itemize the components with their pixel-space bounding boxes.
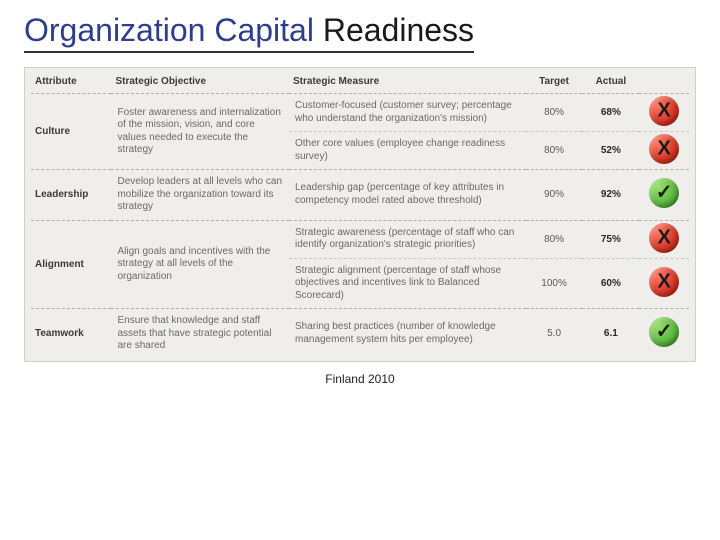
actual-cell: 52%: [582, 132, 639, 170]
status-cell: X: [639, 258, 689, 309]
objective-cell: Align goals and incentives with the stra…: [111, 220, 289, 309]
status-glyph: X: [657, 271, 670, 291]
status-glyph: ✓: [656, 183, 673, 203]
measure-cell: Strategic awareness (percentage of staff…: [289, 220, 526, 258]
col-status: [639, 72, 689, 94]
title-part-2: Readiness: [323, 12, 474, 48]
target-cell: 90%: [526, 170, 583, 221]
target-cell: 5.0: [526, 309, 583, 359]
x-icon: X: [649, 134, 679, 164]
target-cell: 100%: [526, 258, 583, 309]
status-glyph: ✓: [656, 322, 673, 342]
measure-cell: Sharing best practices (number of knowle…: [289, 309, 526, 359]
attribute-cell: Culture: [31, 94, 111, 170]
target-cell: 80%: [526, 94, 583, 132]
measure-cell: Leadership gap (percentage of key attrib…: [289, 170, 526, 221]
readiness-table-container: Attribute Strategic Objective Strategic …: [24, 67, 696, 362]
x-icon: X: [649, 267, 679, 297]
measure-cell: Customer-focused (customer survey; perce…: [289, 94, 526, 132]
x-icon: X: [649, 96, 679, 126]
target-cell: 80%: [526, 220, 583, 258]
table-body: CultureFoster awareness and internalizat…: [31, 94, 689, 359]
table-row: CultureFoster awareness and internalizat…: [31, 94, 689, 132]
title-part-1: Organization Capital: [24, 12, 323, 48]
table-header-row: Attribute Strategic Objective Strategic …: [31, 72, 689, 94]
table-row: LeadershipDevelop leaders at all levels …: [31, 170, 689, 221]
status-glyph: X: [657, 101, 670, 121]
col-actual: Actual: [582, 72, 639, 94]
actual-cell: 60%: [582, 258, 639, 309]
measure-cell: Strategic alignment (percentage of staff…: [289, 258, 526, 309]
actual-cell: 6.1: [582, 309, 639, 359]
col-objective: Strategic Objective: [111, 72, 289, 94]
attribute-cell: Alignment: [31, 220, 111, 309]
status-cell: X: [639, 94, 689, 132]
attribute-cell: Teamwork: [31, 309, 111, 359]
attribute-cell: Leadership: [31, 170, 111, 221]
status-cell: ✓: [639, 309, 689, 359]
check-icon: ✓: [649, 317, 679, 347]
target-cell: 80%: [526, 132, 583, 170]
check-icon: ✓: [649, 178, 679, 208]
table-row: TeamworkEnsure that knowledge and staff …: [31, 309, 689, 359]
measure-cell: Other core values (employee change readi…: [289, 132, 526, 170]
objective-cell: Ensure that knowledge and staff assets t…: [111, 309, 289, 359]
status-glyph: X: [657, 139, 670, 159]
col-measure: Strategic Measure: [289, 72, 526, 94]
table-row: AlignmentAlign goals and incentives with…: [31, 220, 689, 258]
actual-cell: 92%: [582, 170, 639, 221]
readiness-table: Attribute Strategic Objective Strategic …: [31, 72, 689, 359]
actual-cell: 68%: [582, 94, 639, 132]
slide-footer: Finland 2010: [24, 372, 696, 386]
objective-cell: Foster awareness and internalization of …: [111, 94, 289, 170]
status-cell: X: [639, 132, 689, 170]
status-cell: X: [639, 220, 689, 258]
slide-title: Organization Capital Readiness: [24, 12, 474, 53]
status-cell: ✓: [639, 170, 689, 221]
objective-cell: Develop leaders at all levels who can mo…: [111, 170, 289, 221]
x-icon: X: [649, 223, 679, 253]
status-glyph: X: [657, 227, 670, 247]
actual-cell: 75%: [582, 220, 639, 258]
col-target: Target: [526, 72, 583, 94]
col-attribute: Attribute: [31, 72, 111, 94]
